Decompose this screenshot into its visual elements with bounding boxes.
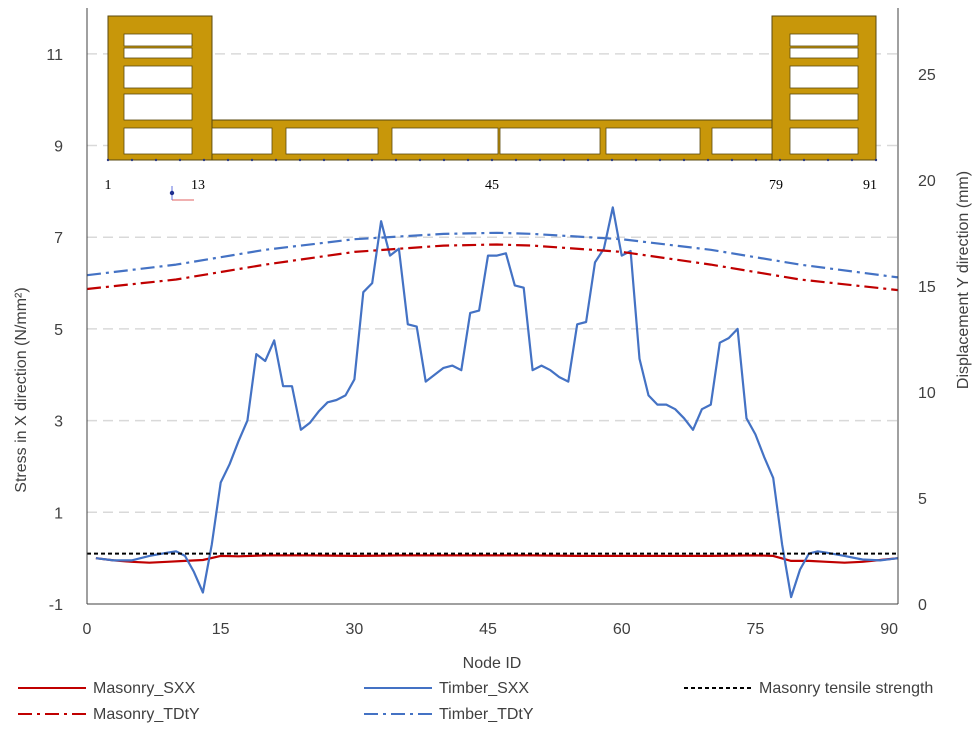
y-right-tick-label: 25 (918, 67, 936, 84)
node-marker (226, 158, 230, 162)
x-tick-label: 30 (345, 621, 363, 638)
node-marker (370, 158, 374, 162)
right-axis-title: Displacement Y direction (mm) (955, 171, 972, 389)
tower-opening (123, 65, 193, 89)
node-marker (346, 158, 350, 162)
inset-node-label: 45 (485, 178, 499, 193)
legend-label: Timber_SXX (439, 680, 529, 697)
node-marker (610, 158, 614, 162)
node-marker (586, 158, 590, 162)
y-right-tick-label: 20 (918, 173, 936, 190)
node-marker (490, 158, 494, 162)
tower-opening (123, 127, 193, 155)
y-left-tick-label: 5 (54, 322, 63, 339)
deck-opening (711, 127, 773, 155)
deck-opening (391, 127, 499, 155)
node-marker (730, 158, 734, 162)
x-tick-label: 60 (613, 621, 631, 638)
tower-opening (123, 93, 193, 121)
node-marker (514, 158, 518, 162)
node-marker (298, 158, 302, 162)
left-axis-title: Stress in X direction (N/mm²) (13, 287, 30, 492)
inset-node-label: 79 (769, 178, 783, 193)
node-marker (466, 158, 470, 162)
node-marker (682, 158, 686, 162)
inset-node-label: 13 (191, 178, 205, 193)
inset-node-label: 91 (863, 178, 877, 193)
y-left-tick-label: 11 (46, 47, 63, 64)
tower-opening (789, 47, 859, 59)
series-line-masonry-tdty (86, 243, 899, 292)
legend-label: Masonry tensile strength (759, 680, 933, 697)
deck-opening (605, 127, 701, 155)
series-line-timber-tdty (86, 231, 899, 279)
tower-opening (789, 33, 859, 47)
node-marker (706, 158, 710, 162)
tower-opening (123, 33, 193, 47)
x-tick-label: 45 (479, 621, 497, 638)
series-lines (86, 206, 899, 599)
deck-opening (499, 127, 601, 155)
node-marker (562, 158, 566, 162)
node-marker (850, 158, 854, 162)
y-right-tick-label: 15 (918, 279, 936, 296)
node-marker (634, 158, 638, 162)
node-marker (394, 158, 398, 162)
deck-opening (285, 127, 379, 155)
node-marker (418, 158, 422, 162)
node-marker (802, 158, 806, 162)
y-left-tick-label: 3 (54, 414, 63, 431)
tower-opening (789, 127, 859, 155)
node-marker (754, 158, 758, 162)
y-right-tick-label: 0 (918, 597, 927, 614)
series-line-timber-sxx (95, 206, 899, 599)
y-left-tick-label: 7 (54, 230, 63, 247)
tower-opening (789, 93, 859, 121)
node-marker (106, 158, 110, 162)
y-left-tick-label: 1 (54, 505, 63, 522)
node-marker (658, 158, 662, 162)
legend-label: Masonry_SXX (93, 680, 196, 697)
y-right-tick-label: 5 (918, 491, 927, 508)
series-line-masonry-sxx (95, 554, 899, 564)
legend-label: Timber_TDtY (439, 706, 534, 723)
node-marker (874, 158, 878, 162)
node-marker (778, 158, 782, 162)
node-marker (322, 158, 326, 162)
x-tick-label: 90 (880, 621, 898, 638)
node-marker (130, 158, 134, 162)
y-right-tick-label: 10 (918, 385, 936, 402)
node-marker (178, 158, 182, 162)
axes (86, 8, 899, 605)
node-marker (250, 158, 254, 162)
inset-node-label: 1 (105, 178, 112, 193)
tower-opening (123, 47, 193, 59)
inset-axis-origin (169, 190, 175, 196)
node-marker (274, 158, 278, 162)
y-left-tick-label: 9 (54, 139, 63, 156)
legend: Masonry_SXX Timber_SXX Masonry tensile str… (18, 680, 933, 723)
x-tick-label: 0 (83, 621, 92, 638)
legend-label: Masonry_TDtY (93, 706, 200, 723)
y-left-tick-label: -1 (49, 597, 63, 614)
deck-opening (211, 127, 273, 155)
tower-opening (789, 65, 859, 89)
x-tick-label: 75 (747, 621, 765, 638)
node-marker (826, 158, 830, 162)
node-marker (154, 158, 158, 162)
x-tick-label: 15 (212, 621, 230, 638)
node-marker (538, 158, 542, 162)
structure-inset: 1 13 45 79 91 (105, 15, 878, 201)
x-axis-title: Node ID (463, 655, 522, 672)
node-marker (442, 158, 446, 162)
node-marker (202, 158, 206, 162)
